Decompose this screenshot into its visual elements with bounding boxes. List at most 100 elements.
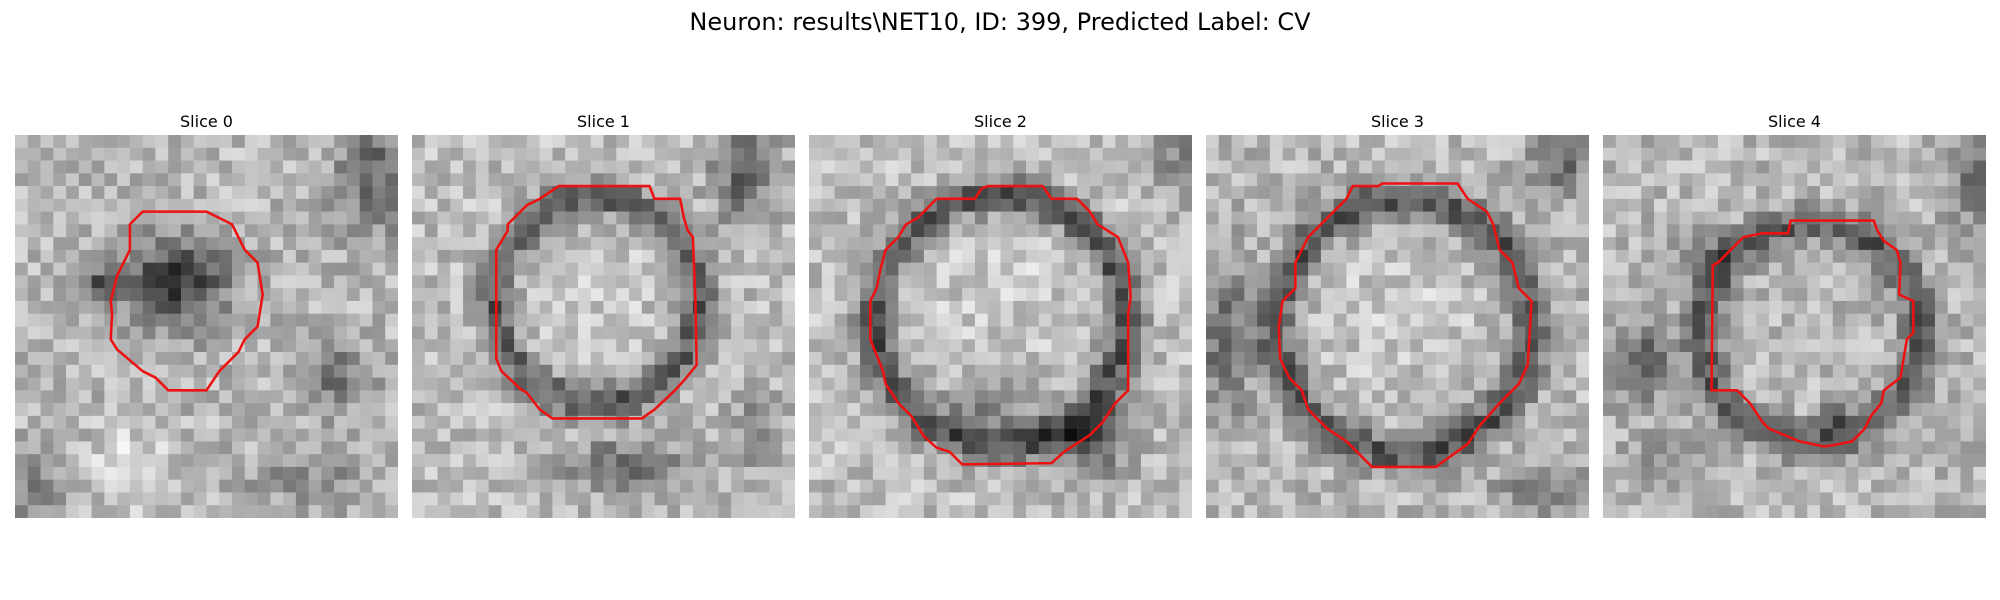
pixel	[1359, 415, 1373, 429]
pixel	[860, 454, 874, 468]
pixel	[705, 403, 719, 417]
pixel	[1346, 326, 1360, 340]
pixel	[91, 173, 105, 187]
pixel	[1705, 403, 1719, 417]
pixel	[1934, 326, 1948, 340]
pixel	[603, 466, 617, 480]
pixel	[1947, 135, 1961, 149]
pixel	[437, 186, 451, 200]
pixel	[91, 300, 105, 314]
pixel	[475, 198, 489, 212]
pixel	[577, 390, 591, 404]
pixel	[1051, 198, 1065, 212]
pixel	[1871, 186, 1885, 200]
pixel	[1641, 339, 1655, 353]
pixel	[1038, 135, 1052, 149]
pixel	[654, 441, 668, 455]
pixel	[1269, 441, 1283, 455]
pixel	[1883, 224, 1897, 238]
pixel	[1410, 505, 1424, 518]
pixel	[104, 237, 118, 251]
pixel	[1756, 135, 1770, 149]
pixel	[1397, 186, 1411, 200]
pixel	[1371, 275, 1385, 289]
pixel	[782, 364, 795, 378]
pixel	[1115, 262, 1129, 276]
pixel	[142, 326, 156, 340]
pixel	[488, 198, 502, 212]
pixel	[769, 352, 783, 366]
pixel	[15, 262, 29, 276]
pixel	[180, 313, 194, 327]
pixel	[1026, 262, 1040, 276]
pixel	[346, 492, 360, 506]
pixel	[1705, 135, 1719, 149]
pixel	[1692, 224, 1706, 238]
pixel	[1947, 466, 1961, 480]
pixel	[1730, 492, 1744, 506]
pixel	[270, 377, 284, 391]
pixel	[692, 339, 706, 353]
pixel	[1909, 313, 1923, 327]
pixel	[40, 415, 54, 429]
pixel-grid	[809, 135, 1192, 518]
pixel	[385, 300, 398, 314]
pixel	[1000, 249, 1014, 263]
pixel	[321, 352, 335, 366]
pixel	[1871, 492, 1885, 506]
pixel	[424, 211, 438, 225]
pixel	[1743, 186, 1757, 200]
pixel	[539, 415, 553, 429]
pixel	[1359, 403, 1373, 417]
pixel	[1435, 198, 1449, 212]
pixel	[1128, 186, 1142, 200]
pixel	[193, 454, 207, 468]
pixel	[385, 364, 398, 378]
pixel	[1615, 339, 1629, 353]
pixel	[437, 466, 451, 480]
pixel	[526, 262, 540, 276]
pixel	[1922, 428, 1936, 442]
pixel	[539, 479, 553, 493]
pixel	[1295, 505, 1309, 518]
pixel	[359, 377, 373, 391]
pixel	[1346, 211, 1360, 225]
pixel	[359, 237, 373, 251]
pixel	[1563, 492, 1577, 506]
pixel	[885, 352, 899, 366]
pixel	[782, 415, 795, 429]
pixel	[1038, 441, 1052, 455]
pixel	[219, 300, 233, 314]
pixel	[346, 237, 360, 251]
pixel	[1743, 415, 1757, 429]
pixel	[168, 352, 182, 366]
pixel	[756, 364, 770, 378]
pixel	[1603, 237, 1617, 251]
pixel	[1628, 428, 1642, 442]
pixel	[1871, 466, 1885, 480]
pixel	[821, 186, 835, 200]
pixel	[1896, 198, 1910, 212]
pixel	[590, 466, 604, 480]
pixel	[1128, 326, 1142, 340]
pixel	[949, 313, 963, 327]
pixel	[1486, 415, 1500, 429]
pixel	[1231, 403, 1245, 417]
pixel	[1026, 352, 1040, 366]
pixel	[1730, 403, 1744, 417]
pixel	[692, 198, 706, 212]
pixel	[142, 441, 156, 455]
pixel	[1858, 160, 1872, 174]
pixel	[1051, 428, 1065, 442]
pixel	[1909, 198, 1923, 212]
pixel	[283, 415, 297, 429]
pixel	[1947, 403, 1961, 417]
pixel	[27, 186, 41, 200]
pixel	[1423, 403, 1437, 417]
pixel	[641, 326, 655, 340]
pixel	[1359, 441, 1373, 455]
pixel	[974, 415, 988, 429]
pixel	[475, 173, 489, 187]
pixel	[1934, 224, 1948, 238]
pixel	[1333, 224, 1347, 238]
